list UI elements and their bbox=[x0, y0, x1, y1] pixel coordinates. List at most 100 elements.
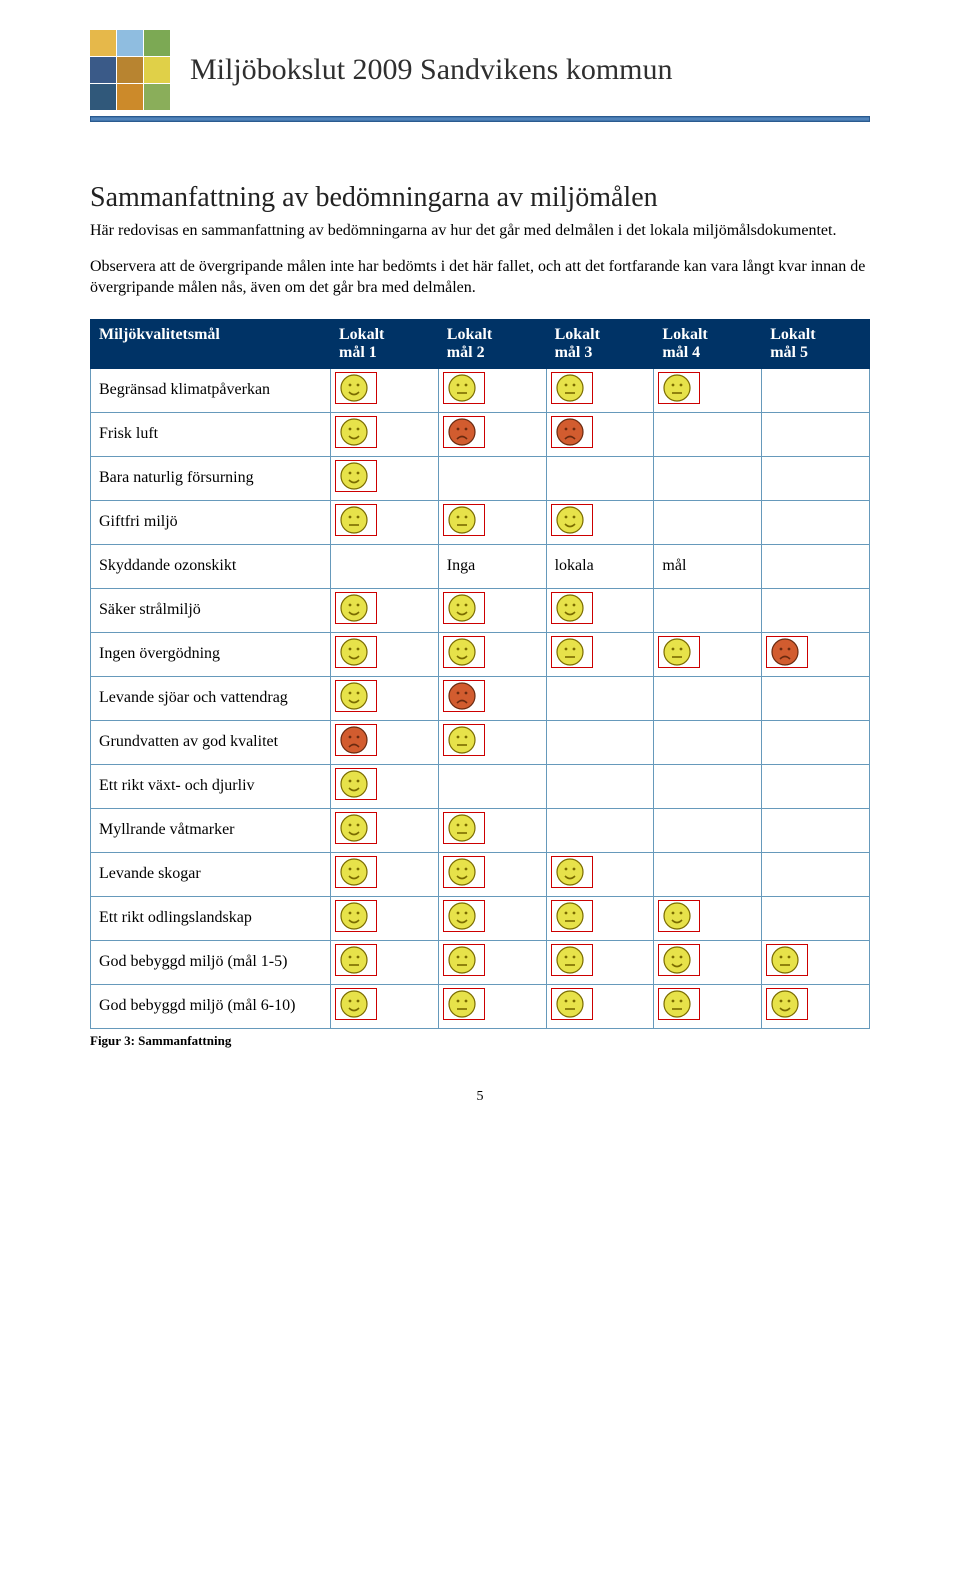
goal-cell bbox=[331, 720, 439, 764]
goal-cell bbox=[438, 676, 546, 720]
logo-tile bbox=[90, 84, 116, 110]
goal-cell bbox=[762, 412, 870, 456]
goal-cell bbox=[331, 544, 439, 588]
figure-caption: Figur 3: Sammanfattning bbox=[90, 1033, 870, 1049]
happy-smiley-icon bbox=[339, 461, 369, 496]
happy-smiley-icon bbox=[339, 681, 369, 716]
goal-cell bbox=[762, 544, 870, 588]
goal-cell bbox=[762, 632, 870, 676]
logo-tile bbox=[90, 57, 116, 83]
col-header-local-3: Lokaltmål 3 bbox=[546, 319, 654, 368]
table-row: Levande sjöar och vattendrag bbox=[91, 676, 870, 720]
neutral-smiley-icon bbox=[662, 373, 692, 408]
goal-label: Säker strålmiljö bbox=[91, 588, 331, 632]
goal-label: Ett rikt odlingslandskap bbox=[91, 896, 331, 940]
neutral-smiley-icon bbox=[555, 637, 585, 672]
goal-cell bbox=[654, 500, 762, 544]
goal-cell bbox=[546, 412, 654, 456]
logo-tile bbox=[117, 84, 143, 110]
goal-cell bbox=[546, 764, 654, 808]
neutral-smiley-icon bbox=[447, 373, 477, 408]
goal-cell bbox=[331, 676, 439, 720]
happy-smiley-icon bbox=[339, 593, 369, 628]
goal-label: God bebyggd miljö (mål 6-10) bbox=[91, 984, 331, 1028]
goal-cell bbox=[546, 632, 654, 676]
goal-cell bbox=[762, 500, 870, 544]
header-divider bbox=[90, 116, 870, 122]
goal-cell bbox=[331, 808, 439, 852]
intro-paragraph-2: Observera att de övergripande målen inte… bbox=[90, 256, 870, 299]
col-header-goal: Miljökvalitetsmål bbox=[91, 319, 331, 368]
table-row: Myllrande våtmarker bbox=[91, 808, 870, 852]
goal-cell: Inga bbox=[438, 544, 546, 588]
neutral-smiley-icon bbox=[555, 989, 585, 1024]
goal-cell bbox=[438, 852, 546, 896]
goal-cell bbox=[654, 456, 762, 500]
table-header-row: MiljökvalitetsmålLokaltmål 1Lokaltmål 2L… bbox=[91, 319, 870, 368]
sad-smiley-icon bbox=[447, 681, 477, 716]
goal-cell bbox=[762, 984, 870, 1028]
goal-cell bbox=[331, 456, 439, 500]
neutral-smiley-icon bbox=[555, 373, 585, 408]
happy-smiley-icon bbox=[339, 857, 369, 892]
goal-cell bbox=[331, 896, 439, 940]
happy-smiley-icon bbox=[339, 813, 369, 848]
table-row: Ett rikt växt- och djurliv bbox=[91, 764, 870, 808]
logo-tile bbox=[90, 30, 116, 56]
goal-cell bbox=[546, 456, 654, 500]
happy-smiley-icon bbox=[555, 593, 585, 628]
goal-cell bbox=[438, 632, 546, 676]
goal-cell bbox=[654, 720, 762, 764]
neutral-smiley-icon bbox=[447, 505, 477, 540]
goal-cell bbox=[331, 368, 439, 412]
goal-cell bbox=[331, 500, 439, 544]
page-header: Miljöbokslut 2009 Sandvikens kommun bbox=[90, 30, 870, 110]
neutral-smiley-icon bbox=[447, 945, 477, 980]
table-row: Bara naturlig försurning bbox=[91, 456, 870, 500]
header-title: Miljöbokslut 2009 Sandvikens kommun bbox=[190, 53, 673, 87]
happy-smiley-icon bbox=[339, 373, 369, 408]
logo-tile bbox=[144, 30, 170, 56]
page-number: 5 bbox=[90, 1089, 870, 1105]
neutral-smiley-icon bbox=[339, 945, 369, 980]
goal-label: Skyddande ozonskikt bbox=[91, 544, 331, 588]
goal-cell bbox=[762, 588, 870, 632]
happy-smiley-icon bbox=[447, 637, 477, 672]
table-row: Grundvatten av god kvalitet bbox=[91, 720, 870, 764]
logo-tile bbox=[144, 84, 170, 110]
goal-cell bbox=[546, 500, 654, 544]
neutral-smiley-icon bbox=[662, 637, 692, 672]
happy-smiley-icon bbox=[555, 857, 585, 892]
goal-label: Giftfri miljö bbox=[91, 500, 331, 544]
happy-smiley-icon bbox=[662, 945, 692, 980]
table-row: God bebyggd miljö (mål 6-10) bbox=[91, 984, 870, 1028]
goal-label: Frisk luft bbox=[91, 412, 331, 456]
goal-cell bbox=[438, 984, 546, 1028]
goal-cell: mål bbox=[654, 544, 762, 588]
happy-smiley-icon bbox=[447, 901, 477, 936]
goal-cell bbox=[546, 368, 654, 412]
goal-cell bbox=[654, 808, 762, 852]
intro-paragraph-1: Här redovisas en sammanfattning av bedöm… bbox=[90, 220, 870, 242]
goal-label: Ett rikt växt- och djurliv bbox=[91, 764, 331, 808]
goal-label: Ingen övergödning bbox=[91, 632, 331, 676]
goal-cell bbox=[762, 808, 870, 852]
goal-cell bbox=[331, 412, 439, 456]
goal-label: Bara naturlig försurning bbox=[91, 456, 331, 500]
table-row: Ingen övergödning bbox=[91, 632, 870, 676]
neutral-smiley-icon bbox=[447, 725, 477, 760]
goal-cell bbox=[438, 368, 546, 412]
goal-cell bbox=[331, 984, 439, 1028]
goal-cell bbox=[546, 852, 654, 896]
logo-tile bbox=[117, 30, 143, 56]
goal-cell bbox=[762, 368, 870, 412]
goal-cell bbox=[762, 456, 870, 500]
neutral-smiley-icon bbox=[447, 813, 477, 848]
table-row: Begränsad klimatpåverkan bbox=[91, 368, 870, 412]
sad-smiley-icon bbox=[555, 417, 585, 452]
table-row: Skyddande ozonskikt Ingalokalamål bbox=[91, 544, 870, 588]
goal-cell bbox=[546, 676, 654, 720]
col-header-local-1: Lokaltmål 1 bbox=[331, 319, 439, 368]
goal-cell: lokala bbox=[546, 544, 654, 588]
goal-cell bbox=[438, 720, 546, 764]
